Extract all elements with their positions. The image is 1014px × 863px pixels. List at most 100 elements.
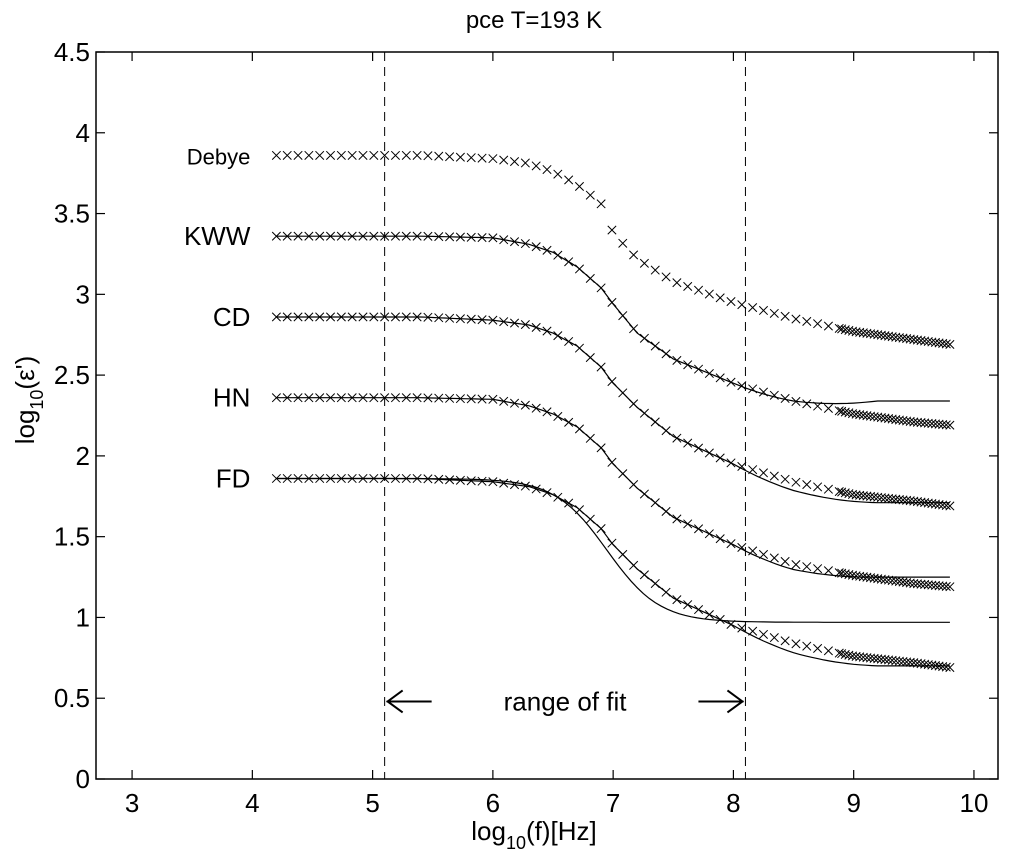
data-point xyxy=(941,662,951,672)
data-point xyxy=(802,480,812,490)
data-point xyxy=(945,420,955,430)
data-point xyxy=(855,652,865,662)
data-point xyxy=(758,387,769,397)
y-tick-label: 0 xyxy=(76,764,90,794)
data-point xyxy=(891,656,901,666)
data-point xyxy=(905,416,915,427)
series-cd: CD xyxy=(213,302,955,511)
data-point xyxy=(315,393,325,403)
data-point xyxy=(780,311,790,321)
data-point xyxy=(672,278,682,288)
data-point xyxy=(574,424,585,434)
data-point xyxy=(873,654,883,664)
data-point xyxy=(650,265,660,275)
data-point xyxy=(847,489,858,499)
data-point xyxy=(737,381,747,391)
data-point xyxy=(823,403,833,414)
data-point xyxy=(564,336,574,347)
series-debye: Debye xyxy=(187,144,955,623)
data-point xyxy=(920,418,930,428)
data-point xyxy=(423,151,433,161)
data-point xyxy=(618,238,628,248)
data-point xyxy=(553,331,563,341)
data-point xyxy=(401,312,411,322)
data-point xyxy=(336,393,346,403)
left-arrow-head xyxy=(385,689,404,714)
x-axis-label: log10(f)[Hz] xyxy=(471,816,597,853)
data-point xyxy=(531,242,541,252)
data-point xyxy=(837,324,847,334)
data-point xyxy=(930,580,941,591)
data-point xyxy=(851,651,861,662)
data-point xyxy=(704,289,714,299)
data-point xyxy=(840,569,850,579)
data-point xyxy=(693,524,704,534)
data-point xyxy=(282,312,292,322)
data-point xyxy=(401,231,411,241)
data-point xyxy=(693,443,704,453)
data-point xyxy=(840,649,850,659)
data-point xyxy=(271,231,281,241)
data-point xyxy=(837,649,847,659)
data-point xyxy=(293,150,303,160)
data-point xyxy=(358,312,368,322)
data-point xyxy=(862,653,872,663)
data-point xyxy=(884,655,894,665)
data-point xyxy=(488,233,498,243)
data-point xyxy=(336,231,346,241)
data-point xyxy=(596,524,606,534)
data-point xyxy=(823,484,833,494)
data-point xyxy=(837,568,847,578)
data-point xyxy=(672,355,682,365)
data-point xyxy=(661,587,671,597)
data-point xyxy=(780,636,790,646)
data-point xyxy=(585,190,595,200)
data-point xyxy=(683,519,693,529)
data-point xyxy=(748,303,758,313)
x-tick-label: 7 xyxy=(606,788,620,818)
data-point xyxy=(813,564,823,574)
data-point xyxy=(758,629,769,639)
data-point xyxy=(737,623,747,633)
series-hn: HN xyxy=(213,383,955,592)
data-point xyxy=(834,487,844,497)
data-point xyxy=(585,353,595,363)
data-point xyxy=(704,609,714,620)
data-point xyxy=(455,152,465,162)
data-point xyxy=(851,490,861,500)
data-point xyxy=(412,150,422,160)
data-point xyxy=(876,654,886,664)
data-point xyxy=(574,343,585,353)
data-point xyxy=(715,614,725,625)
data-point xyxy=(434,151,444,161)
data-point xyxy=(390,393,401,403)
data-point xyxy=(455,314,465,324)
data-point xyxy=(509,156,520,167)
data-point xyxy=(834,406,844,416)
data-point xyxy=(380,150,390,160)
series-group: Debye KWW CD HN FD xyxy=(184,144,955,673)
data-point xyxy=(542,326,552,336)
data-point xyxy=(477,394,487,404)
data-point xyxy=(477,315,487,325)
data-point xyxy=(837,487,847,497)
data-point xyxy=(898,656,908,667)
data-point xyxy=(477,153,487,163)
data-point xyxy=(607,225,617,235)
y-axis-label: log10(ε') xyxy=(10,356,47,445)
data-point xyxy=(639,408,649,418)
data-point xyxy=(325,231,336,241)
data-point xyxy=(941,581,951,591)
data-point xyxy=(639,570,649,580)
data-point xyxy=(282,231,292,241)
y-axis: 0 0.5 1 1.5 2 2.5 3 3.5 4 4.5 xyxy=(54,37,998,794)
data-point xyxy=(912,579,922,589)
data-point xyxy=(823,321,833,331)
data-point xyxy=(873,492,883,502)
data-point xyxy=(445,152,455,162)
data-point xyxy=(905,657,915,667)
x-tick-label: 9 xyxy=(846,788,860,818)
data-point xyxy=(726,297,736,307)
data-point xyxy=(813,319,823,329)
data-point xyxy=(726,377,736,387)
